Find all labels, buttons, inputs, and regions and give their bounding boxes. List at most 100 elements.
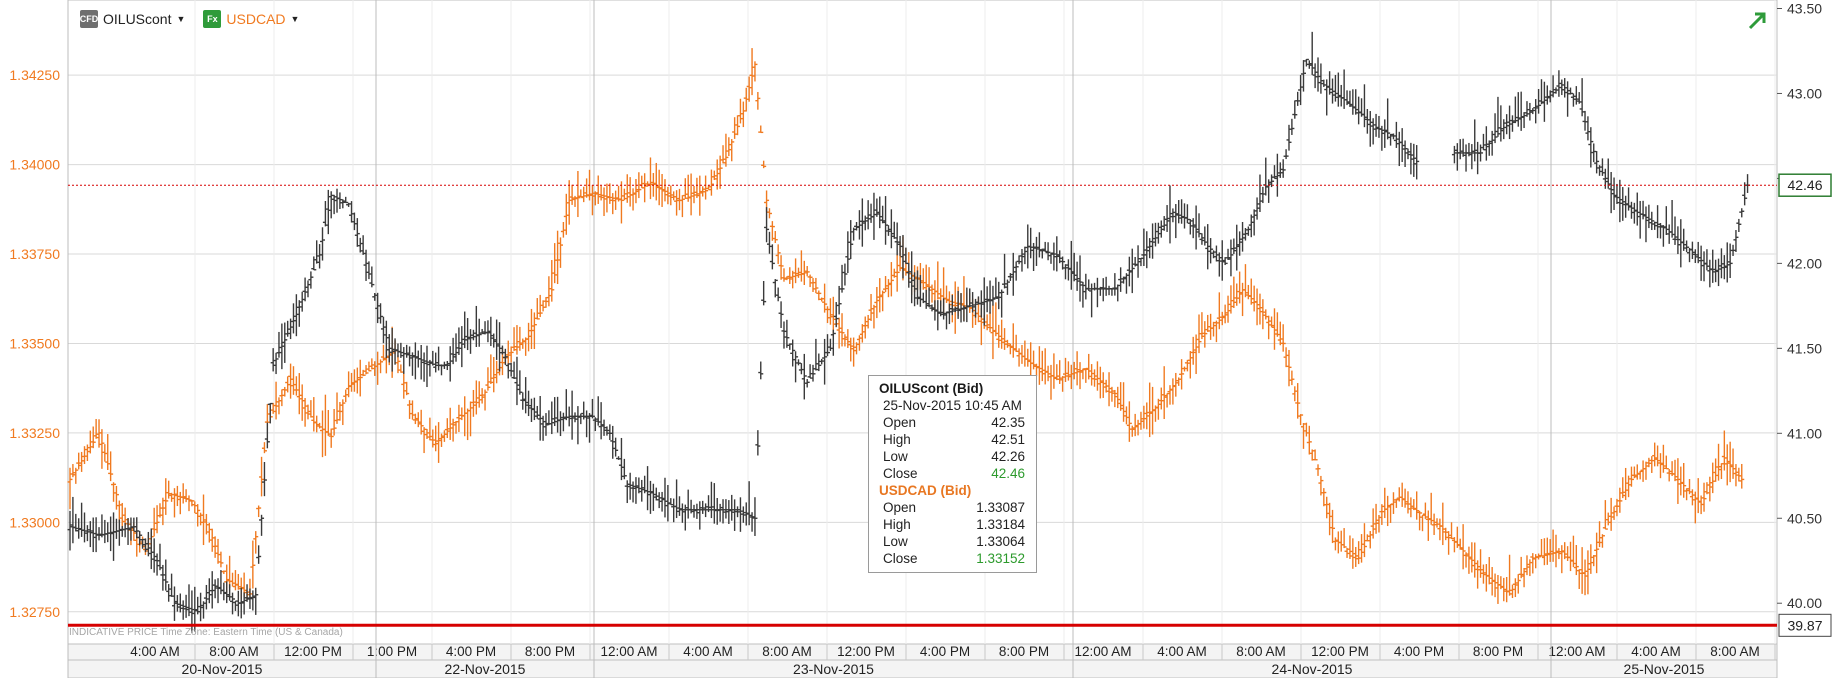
ohlc-bar xyxy=(169,573,175,597)
ohlc-bar xyxy=(1597,165,1603,176)
ohlc-bar xyxy=(816,353,822,372)
legend-item-oilus[interactable]: CFD OILUScont ▼ xyxy=(80,10,185,28)
ohlc-bar xyxy=(836,317,842,349)
ohlc-bar xyxy=(1033,236,1039,266)
ohlc-bar xyxy=(1582,110,1588,131)
date-label: 24-Nov-2015 xyxy=(1272,661,1353,677)
ohlc-bar xyxy=(537,294,543,318)
ohlc-bar xyxy=(706,185,712,191)
ohlc-bar xyxy=(1524,101,1530,117)
ohlc-bar xyxy=(894,254,900,292)
ohlc-bar xyxy=(1428,492,1434,525)
ohlc-bar xyxy=(1657,223,1663,239)
ohlc-bar xyxy=(1663,455,1669,470)
ohlc-bar xyxy=(160,497,166,526)
ohlc-bar xyxy=(708,169,714,196)
ohlc-bar xyxy=(758,125,764,134)
ohlc-bar xyxy=(1274,153,1280,197)
ohlc-bar xyxy=(1309,31,1315,75)
ohlc-bar xyxy=(84,525,90,542)
chevron-down-icon[interactable]: ▼ xyxy=(290,14,300,24)
ohlc-bar xyxy=(1135,245,1141,278)
ohlc-bar xyxy=(1295,91,1301,106)
ohlc-bar xyxy=(508,362,514,377)
tooltip-row: Low 1.33064 xyxy=(883,534,1025,549)
ohlc-bar xyxy=(401,371,407,399)
ohlc-bar xyxy=(1727,243,1733,278)
ohlc-bar xyxy=(621,458,627,480)
ohlc-bar xyxy=(1591,143,1597,163)
ohlc-bar xyxy=(1222,257,1228,266)
ohlc-bar xyxy=(311,256,317,271)
ohlc-bar xyxy=(1480,564,1486,584)
ohlc-bar xyxy=(360,235,366,255)
ohlc-bar xyxy=(186,584,192,617)
ohlc-bar xyxy=(328,428,334,448)
ohlc-bar xyxy=(581,186,587,203)
ohlc-bar xyxy=(1367,531,1373,549)
ohlc-bar xyxy=(1002,253,1008,289)
ohlc-bar xyxy=(354,367,360,394)
ohlc-bar xyxy=(1634,192,1640,226)
ohlc-bar xyxy=(201,494,207,546)
ohlc-bar xyxy=(282,322,288,363)
chevron-down-icon[interactable]: ▼ xyxy=(176,14,186,24)
ohlc-bar xyxy=(1289,118,1295,135)
ohlc-bar xyxy=(1443,527,1449,541)
date-label: 20-Nov-2015 xyxy=(182,661,263,677)
ohlc-bar xyxy=(804,379,810,388)
ohlc-bar xyxy=(436,422,442,463)
ohlc-bar xyxy=(1478,144,1484,162)
ohlc-bar xyxy=(804,266,810,277)
ohlc-bar xyxy=(679,503,685,523)
ohlc-bar xyxy=(1628,466,1634,487)
ohlc-bar xyxy=(1103,379,1109,393)
ohlc-bar xyxy=(769,244,775,270)
ohlc-bar xyxy=(1312,449,1318,461)
ohlc-bar xyxy=(349,201,355,223)
ohlc-bar xyxy=(1536,553,1542,560)
ohlc-bar xyxy=(1071,361,1077,380)
ohlc-bar xyxy=(206,578,212,604)
ohlc-bar xyxy=(1579,78,1585,117)
ohlc-bar xyxy=(456,327,462,355)
ohlc-bar xyxy=(1707,476,1713,502)
ohlc-bar xyxy=(761,281,767,306)
ohlc-bar xyxy=(787,267,793,284)
ohlc-bar xyxy=(645,466,651,511)
ohlc-bar xyxy=(862,215,868,231)
right-tick-label: 43.00 xyxy=(1787,85,1822,101)
ohlc-bar xyxy=(749,48,755,96)
ohlc-bar xyxy=(993,277,999,299)
ohlc-bar xyxy=(415,412,421,428)
ohlc-bar xyxy=(732,499,738,531)
ohlc-bar xyxy=(430,350,436,366)
ohlc-bar xyxy=(755,430,761,456)
ohlc-bar xyxy=(877,278,883,313)
ohlc-bar xyxy=(1733,230,1739,252)
ohlc-bar xyxy=(96,527,102,541)
ohlc-bar xyxy=(836,285,842,315)
ohlc-bar xyxy=(1660,225,1666,247)
ohlc-bar xyxy=(1611,177,1617,210)
ohlc-bar xyxy=(93,418,99,439)
ohlc-bar xyxy=(1315,57,1321,92)
ohlc-bar xyxy=(218,551,224,568)
ohlc-bar xyxy=(1126,401,1132,442)
ohlc-bar xyxy=(494,319,500,360)
ohlc-bar xyxy=(1219,240,1225,281)
ohlc-bar xyxy=(1013,261,1019,281)
ohlc-bar xyxy=(270,348,276,372)
ohlc-bar xyxy=(1321,488,1327,507)
ohlc-bar xyxy=(880,205,886,224)
ohlc-bar xyxy=(479,388,485,404)
ohlc-bar xyxy=(1074,261,1080,291)
legend-item-usdcad[interactable]: Fx USDCAD ▼ xyxy=(203,10,299,28)
ohlc-bar xyxy=(1231,238,1237,255)
ohlc-bar xyxy=(1695,241,1701,264)
legend-label-usdcad: USDCAD xyxy=(226,11,286,27)
ohlc-bar xyxy=(1605,512,1611,526)
ohlc-bar xyxy=(1039,350,1045,382)
ohlc-bar xyxy=(801,260,807,286)
